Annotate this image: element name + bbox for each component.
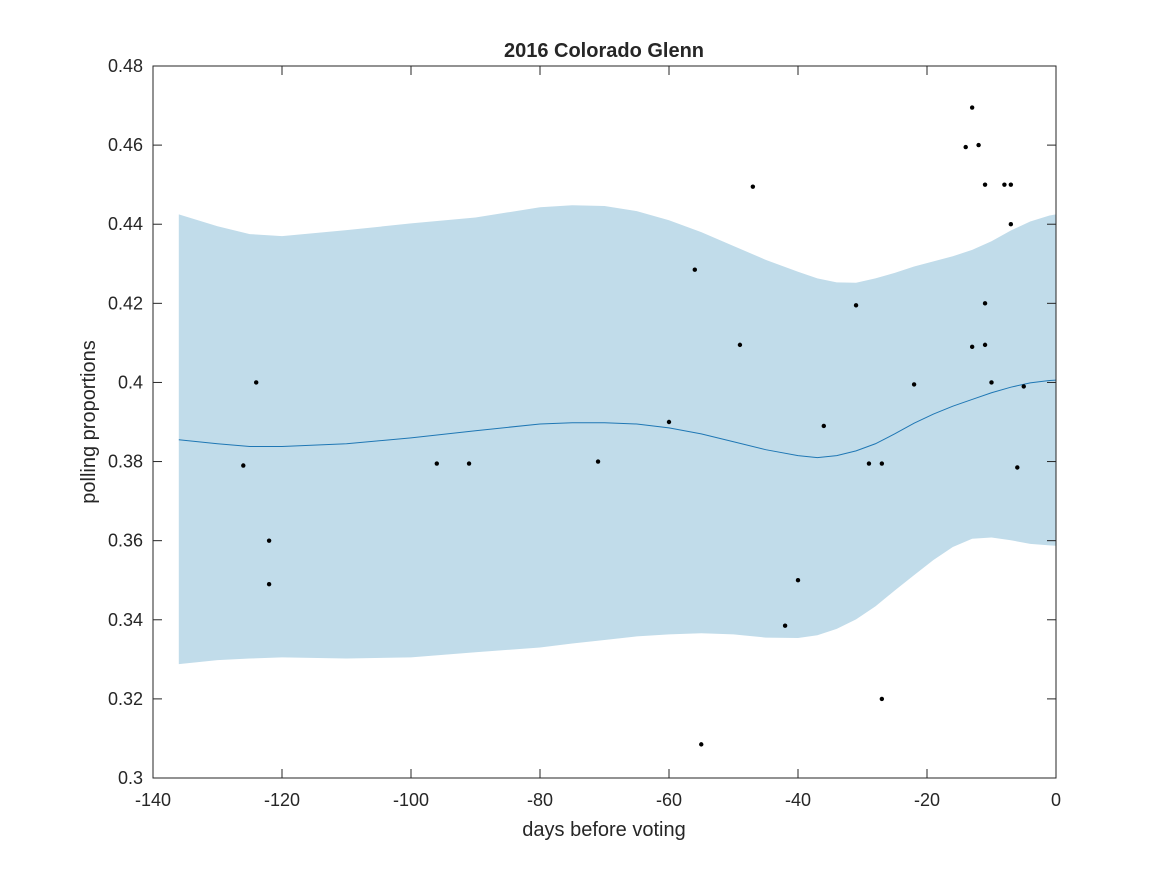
- y-tick-label: 0.48: [108, 56, 143, 76]
- data-point: [699, 742, 704, 747]
- x-tick-label: -100: [393, 790, 429, 810]
- data-point: [666, 419, 672, 425]
- x-tick-label: -40: [785, 790, 811, 810]
- data-point: [692, 267, 697, 272]
- y-tick-label: 0.4: [118, 372, 143, 392]
- data-point-layer: [241, 105, 1026, 747]
- data-point: [976, 142, 981, 148]
- axes-box: [152, 65, 1057, 779]
- y-tick-label: 0.44: [108, 214, 143, 234]
- data-point: [266, 581, 272, 587]
- data-point: [1015, 465, 1020, 470]
- data-point: [879, 461, 885, 466]
- y-tick-label: 0.42: [108, 293, 143, 313]
- data-point: [1008, 182, 1014, 187]
- chart-title: 2016 Colorado Glenn: [504, 40, 704, 62]
- data-point: [982, 342, 988, 348]
- y-axis-label: polling proportions: [78, 340, 100, 503]
- data-point: [1021, 384, 1026, 389]
- y-tick-label: 0.38: [108, 452, 143, 472]
- data-point: [911, 382, 917, 387]
- data-point: [434, 461, 439, 466]
- x-axis-label: days before voting: [522, 819, 685, 841]
- data-point: [241, 463, 246, 468]
- data-point: [982, 301, 988, 306]
- y-tick-label: 0.46: [108, 135, 143, 155]
- data-point: [879, 696, 885, 702]
- x-tick-label: -140: [135, 790, 171, 810]
- fit-line: [178, 379, 1057, 459]
- data-point: [853, 303, 859, 308]
- x-tick-label: 0: [1051, 790, 1061, 810]
- data-point: [595, 459, 601, 464]
- data-point: [1008, 222, 1014, 227]
- data-point: [466, 461, 472, 466]
- data-point: [254, 380, 259, 385]
- data-point: [982, 182, 988, 187]
- data-point: [737, 342, 743, 348]
- data-point: [266, 538, 272, 543]
- data-point: [969, 344, 975, 350]
- y-tick-label: 0.36: [108, 531, 143, 551]
- data-point: [750, 184, 756, 189]
- data-point: [782, 623, 788, 628]
- x-tick-label: -120: [264, 790, 300, 810]
- data-point: [989, 380, 994, 385]
- data-point: [821, 423, 826, 429]
- x-tick-label: -60: [656, 790, 682, 810]
- fit-line-layer: [178, 379, 1057, 459]
- x-tick-label: -20: [914, 790, 940, 810]
- confidence-band-layer: [178, 205, 1057, 665]
- data-point: [963, 144, 968, 150]
- y-tick-label: 0.34: [108, 610, 143, 630]
- data-point: [866, 461, 872, 466]
- data-point: [1002, 182, 1007, 187]
- axes-layer: -140 -120 -100 -80 -60 -40 -20 0 0.3 0.32 0.34 0.36…: [108, 56, 1061, 810]
- confidence-band: [178, 205, 1057, 665]
- x-tick-label: -80: [527, 790, 553, 810]
- y-tick-label: 0.3: [118, 768, 143, 788]
- data-point: [969, 105, 975, 110]
- data-point: [795, 578, 801, 583]
- y-tick-label: 0.32: [108, 689, 143, 709]
